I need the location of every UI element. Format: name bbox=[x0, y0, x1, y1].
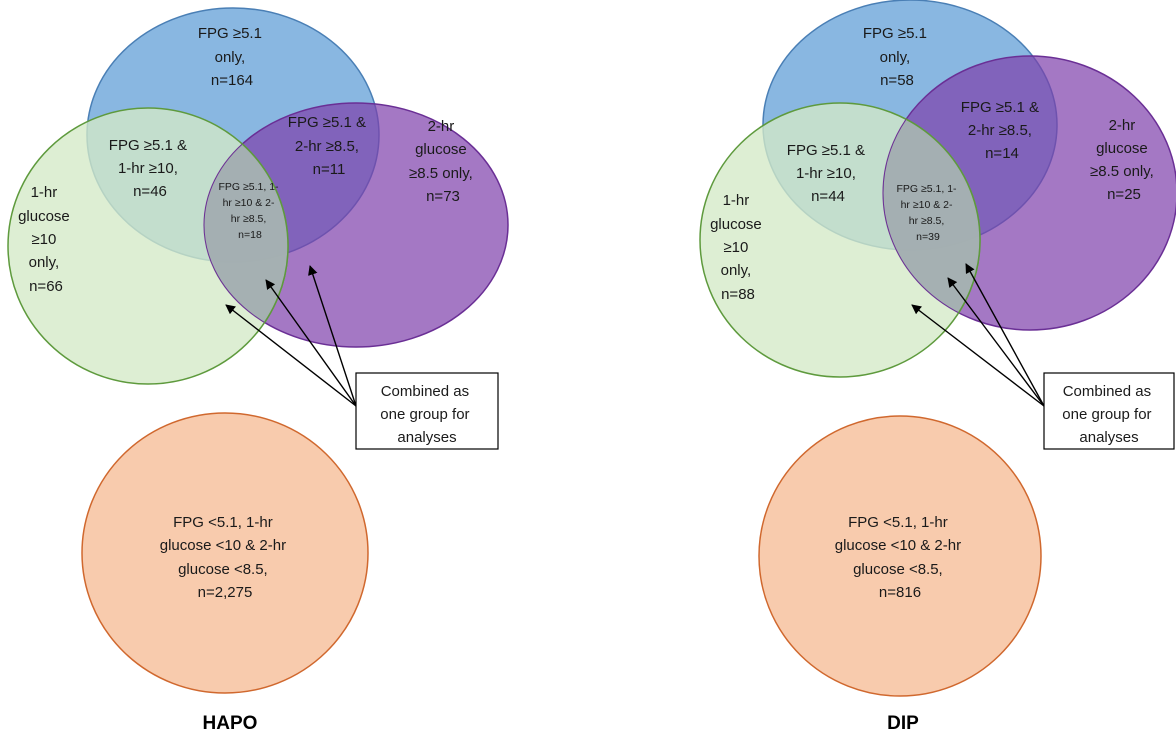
hapo-2hr-only-label: 2-hr glucose ≥8.5 only, n=73 bbox=[409, 118, 477, 205]
panel-hapo: FPG ≥5.1 only, n=164 FPG ≥5.1 & 2-hr ≥8.… bbox=[7, 7, 509, 734]
hapo-fpg-2hr-label: FPG ≥5.1 & 2-hr ≥8.5, n=11 bbox=[288, 114, 370, 178]
dip-fpg-1hr-label: FPG ≥5.1 & 1-hr ≥10, n=44 bbox=[787, 142, 869, 205]
hapo-triple-label: FPG ≥5.1, 1- hr ≥10 & 2- hr ≥8.5, n=18 bbox=[219, 181, 282, 241]
hapo-fpg-1hr-label: FPG ≥5.1 & 1-hr ≥10, n=46 bbox=[109, 137, 191, 200]
dip-combined-note: Combined as one group for analyses bbox=[1043, 372, 1175, 450]
hapo-fpg-only-label: FPG ≥5.1 only, n=164 bbox=[198, 25, 266, 89]
hapo-venn bbox=[7, 7, 509, 385]
hapo-arrow-2 bbox=[265, 279, 357, 407]
hapo-arrow-1 bbox=[225, 304, 357, 407]
hapo-1hr-only-label: 1-hr glucose ≥10 only, n=66 bbox=[18, 184, 74, 295]
hapo-arrow-3 bbox=[308, 265, 357, 407]
svg-text:Combined as one group: Combined as one group for analyses bbox=[1062, 383, 1155, 446]
hapo-combined-note: Combined as one group for analyses bbox=[355, 372, 499, 450]
dip-venn bbox=[699, 0, 1176, 378]
dip-normal-circle bbox=[758, 415, 1042, 697]
dip-fpg-2hr-label: FPG ≥5.1 & 2-hr ≥8.5, n=14 bbox=[961, 99, 1043, 162]
dip-arrow-1 bbox=[911, 304, 1045, 407]
dip-triple-label: FPG ≥5.1, 1- hr ≥10 & 2- hr ≥8.5, n=39 bbox=[897, 183, 960, 243]
svg-text:Combined as one group: Combined as one group for analyses bbox=[380, 383, 473, 446]
hapo-normal-circle bbox=[81, 412, 369, 694]
hapo-title: HAPO bbox=[203, 713, 258, 734]
hapo-normal-label: FPG <5.1, 1-hr glucose <10 & 2-hr glucos… bbox=[160, 514, 291, 601]
dip-2hr-only-label: 2-hr glucose ≥8.5 only, n=25 bbox=[1090, 117, 1158, 203]
dip-title: DIP bbox=[887, 713, 919, 734]
dip-normal-label: FPG <5.1, 1-hr glucose <10 & 2-hr glucos… bbox=[835, 514, 966, 601]
dip-1hr-only-label: 1-hr glucose ≥10 only, n=88 bbox=[710, 192, 766, 303]
dip-arrow-3 bbox=[965, 263, 1045, 407]
dip-arrows bbox=[911, 263, 1045, 407]
panel-dip: FPG ≥5.1 only, n=58 FPG ≥5.1 & 2-hr ≥8.5… bbox=[699, 0, 1176, 734]
dip-fpg-only-label: FPG ≥5.1 only, n=58 bbox=[863, 25, 931, 89]
dip-arrow-2 bbox=[947, 277, 1045, 407]
hapo-arrows bbox=[225, 265, 357, 407]
